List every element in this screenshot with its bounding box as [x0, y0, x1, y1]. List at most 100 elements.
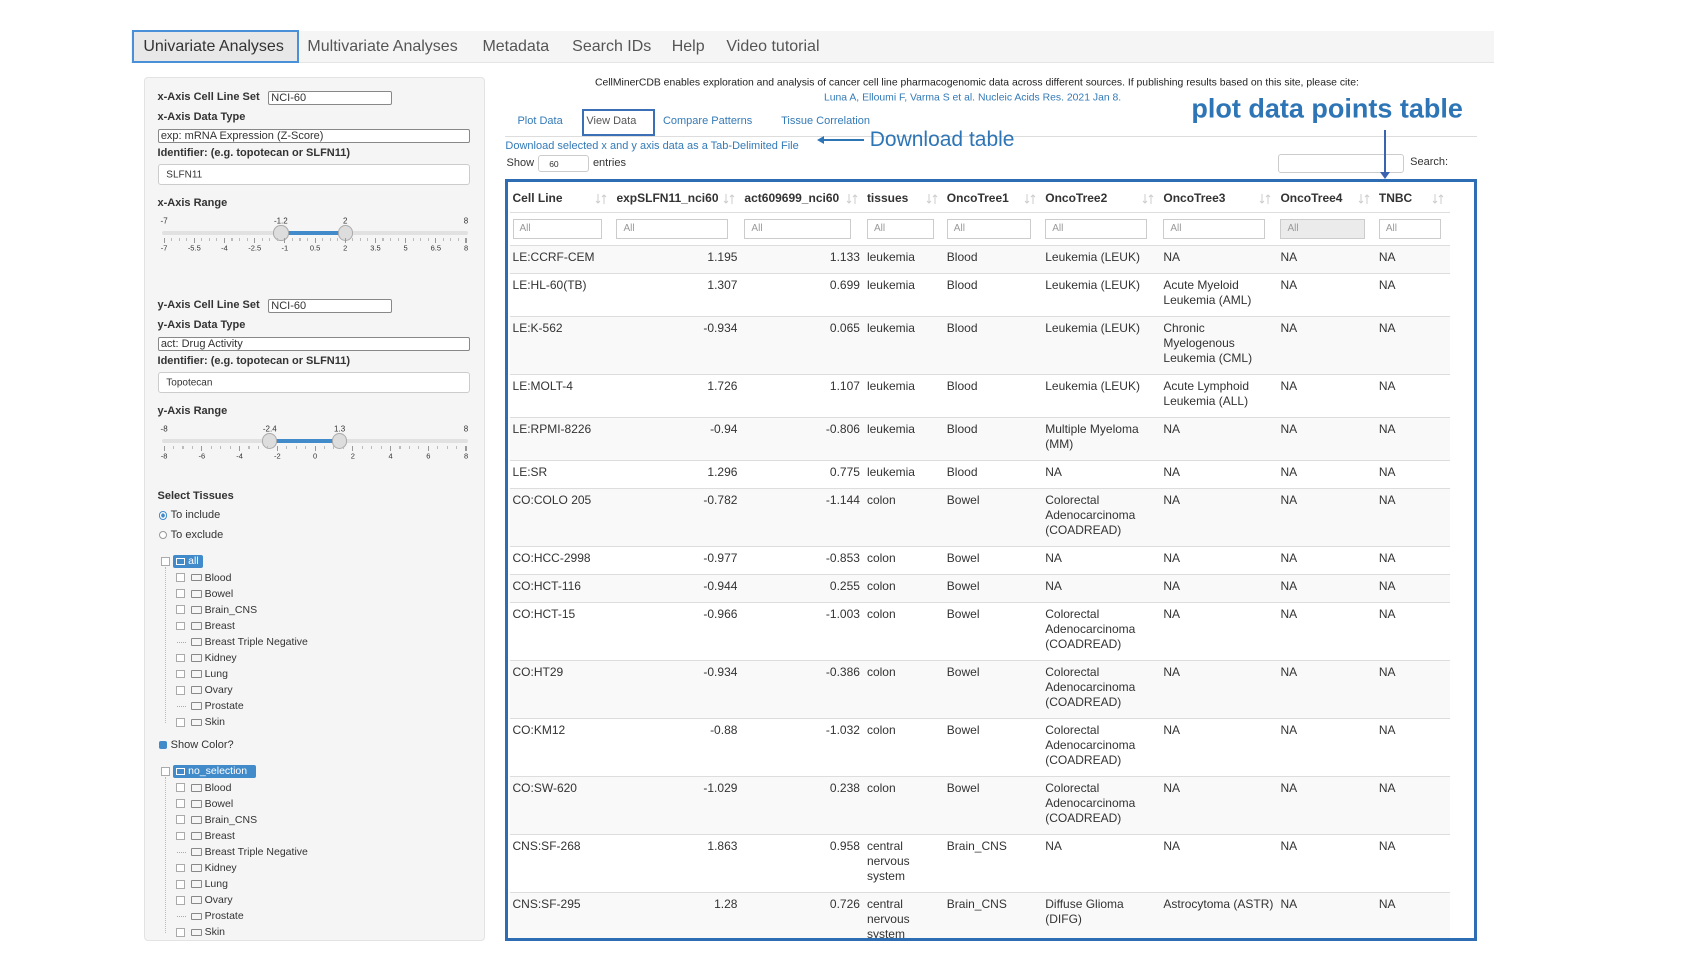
tree-expander[interactable]	[176, 621, 185, 631]
tree-expander[interactable]	[176, 573, 185, 582]
tree-item[interactable]: Breast Triple Negative	[204, 635, 308, 648]
sort-icon[interactable]	[1259, 193, 1271, 205]
data-type-select[interactable]	[157, 336, 471, 352]
sort-icon[interactable]	[1024, 193, 1036, 205]
column-header[interactable]: tissues	[863, 185, 944, 213]
tree-item[interactable]: Prostate	[204, 700, 244, 713]
column-header[interactable]: Cell Line	[509, 185, 614, 213]
tree-expander[interactable]	[176, 895, 185, 905]
tree-expander[interactable]	[176, 879, 185, 889]
cell-line-select[interactable]	[268, 298, 392, 313]
tree-toggle[interactable]	[160, 556, 170, 566]
nav-tab[interactable]: Metadata	[482, 38, 550, 56]
tree-item[interactable]: Prostate	[204, 910, 244, 923]
entries-select[interactable]	[538, 155, 589, 172]
tree-item[interactable]: Brain_CNS	[204, 813, 258, 826]
nav-tab[interactable]: Video tutorial	[726, 38, 820, 56]
tree-folder	[191, 686, 203, 695]
column-filter[interactable]: All	[616, 218, 728, 239]
tree-expander[interactable]	[176, 653, 185, 663]
slider-handle[interactable]	[262, 433, 278, 449]
sub-tab[interactable]: Plot Data	[517, 115, 563, 128]
sort-icon[interactable]	[595, 193, 607, 205]
tree-item[interactable]: Lung	[204, 878, 228, 891]
column-header[interactable]: TNBC	[1375, 185, 1451, 213]
sub-tab[interactable]: Compare Patterns	[662, 115, 753, 128]
nav-tab[interactable]: Search IDs	[572, 38, 652, 56]
table-cell: NA	[1163, 606, 1181, 621]
cell-line-select[interactable]	[268, 90, 392, 106]
tree-expander[interactable]	[176, 799, 185, 809]
column-header[interactable]: act609699_nci60	[741, 185, 864, 213]
tree-expander[interactable]	[176, 589, 185, 599]
search-input[interactable]	[1277, 154, 1404, 173]
sort-icon[interactable]	[1432, 193, 1444, 205]
sub-tab[interactable]: Tissue Correlation	[781, 115, 870, 128]
column-filter[interactable]: All	[512, 218, 602, 239]
tree-item[interactable]: Kidney	[204, 862, 237, 875]
radio-exclude[interactable]	[158, 530, 168, 540]
tree-folder	[191, 816, 203, 824]
tree-item[interactable]: Breast	[204, 829, 235, 842]
sort-icon[interactable]	[926, 193, 938, 205]
tree-item[interactable]: Bowel	[204, 797, 234, 810]
tree-toggle[interactable]	[160, 766, 170, 776]
tree-item[interactable]: Breast	[204, 619, 235, 632]
column-filter[interactable]: All	[1045, 218, 1148, 239]
tree-expander[interactable]	[176, 605, 185, 615]
column-filter[interactable]: All	[1378, 218, 1441, 239]
tree-root-highlight[interactable]	[172, 764, 256, 778]
column-header[interactable]: OncoTree2	[1042, 185, 1161, 213]
show-color-checkbox[interactable]	[158, 740, 168, 750]
tree-item[interactable]: Brain_CNS	[204, 603, 258, 616]
tree-item[interactable]: Ovary	[204, 894, 233, 907]
column-filter[interactable]: All	[744, 218, 851, 239]
slider-tick-label: -5.5	[187, 243, 201, 253]
column-filter[interactable]: All	[1280, 218, 1365, 239]
sort-icon[interactable]	[1358, 193, 1370, 205]
column-filter[interactable]: All	[946, 218, 1031, 239]
identifier-input[interactable]	[157, 371, 471, 393]
column-header[interactable]: OncoTree1	[943, 185, 1043, 213]
tree-expander[interactable]	[176, 685, 185, 695]
tree-item[interactable]: Ovary	[204, 684, 233, 697]
tree-expander[interactable]	[176, 928, 185, 937]
nav-tab[interactable]: Multivariate Analyses	[307, 38, 458, 56]
column-header[interactable]: OncoTree4	[1277, 185, 1376, 213]
column-filter[interactable]: All	[866, 218, 934, 239]
sort-icon[interactable]	[846, 193, 858, 205]
column-header[interactable]: expSLFN11_nci60	[613, 185, 742, 213]
citation-link[interactable]: Luna A, Elloumi F, Varma S et al. Nuclei…	[823, 92, 1122, 104]
sort-icon[interactable]	[1142, 193, 1154, 205]
column-header[interactable]: OncoTree3	[1160, 185, 1278, 213]
tree-expander[interactable]	[176, 815, 185, 825]
column-filter[interactable]: All	[1163, 218, 1265, 239]
download-link[interactable]: Download selected x and y axis data as a…	[505, 139, 799, 152]
tree-item[interactable]: Skin	[204, 716, 225, 729]
tree-expander[interactable]	[176, 831, 185, 841]
nav-tab[interactable]: Help	[671, 38, 705, 56]
sub-tab[interactable]: View Data	[586, 115, 637, 128]
slider-handle[interactable]	[331, 433, 348, 449]
tree-item[interactable]: Bowel	[204, 587, 234, 600]
tree-folder	[191, 654, 203, 662]
table-cell: 0.699	[829, 277, 860, 292]
tree-item[interactable]: Blood	[204, 781, 232, 794]
slider-handle[interactable]	[273, 225, 289, 241]
radio-include[interactable]	[158, 510, 168, 520]
table-cell: Leukemia (LEUK)	[1045, 320, 1140, 335]
tree-expander[interactable]	[176, 863, 185, 873]
tree-item[interactable]: Breast Triple Negative	[204, 846, 308, 858]
tree-item[interactable]: Skin	[204, 926, 225, 939]
nav-tab[interactable]: Univariate Analyses	[143, 38, 284, 56]
tree-item[interactable]: Lung	[204, 668, 228, 681]
sort-icon[interactable]	[723, 193, 735, 205]
tree-expander[interactable]	[176, 717, 185, 727]
identifier-input[interactable]	[157, 164, 471, 185]
tree-expander[interactable]	[176, 783, 185, 793]
tree-expander[interactable]	[176, 669, 185, 679]
tree-item[interactable]: Blood	[204, 571, 232, 584]
data-type-select[interactable]	[157, 129, 471, 144]
tree-item[interactable]: Kidney	[204, 652, 237, 665]
slider-value-label: 1.3	[334, 424, 346, 434]
